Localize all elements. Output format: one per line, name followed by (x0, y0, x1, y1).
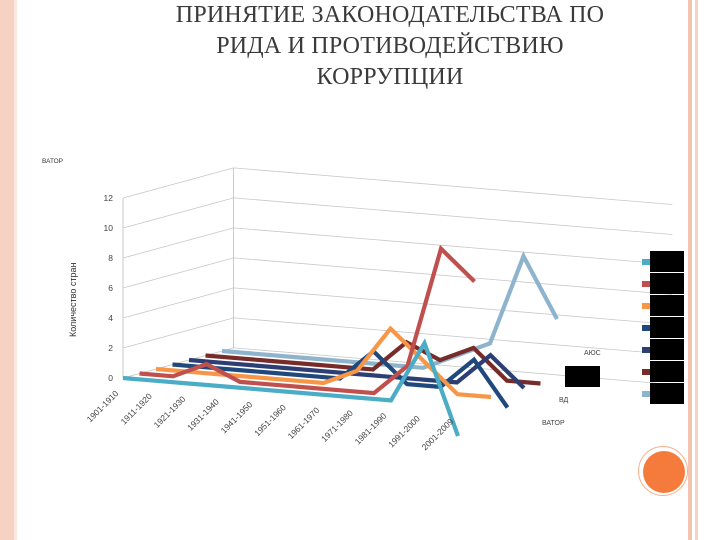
depth-axis-label: ВД (559, 397, 569, 404)
slide-frame-right (688, 0, 692, 540)
legend-label-redacted (650, 361, 684, 382)
y-axis-ticks: 0 2 4 6 8 10 12 (104, 193, 114, 383)
decorative-circle-ring (638, 446, 688, 496)
x-tick-label: 1921-1930 (152, 394, 188, 430)
y-tick-label: 8 (108, 253, 113, 263)
legend-label-redacted (650, 295, 684, 316)
legend-swatch (642, 325, 651, 331)
slide-title-line-3: КОРРУПЦИИ (316, 64, 464, 90)
grid-line (122, 257, 673, 295)
y-tick-label: 6 (108, 283, 113, 293)
y-tick-label: 0 (108, 373, 113, 383)
legend-swatch (642, 281, 651, 287)
y-tick-label: 2 (108, 343, 113, 353)
series-line (139, 244, 476, 396)
slide-frame-left-inner (14, 0, 17, 540)
x-tick-label: 2001-2009 (420, 416, 456, 452)
x-tick-label: 1941-1950 (219, 399, 255, 435)
y-tick-label: 12 (104, 193, 114, 203)
legend-label-redacted (650, 383, 684, 404)
x-axis-ticks: 1901-19101911-19201921-19301931-19401941… (85, 388, 456, 452)
legend-swatch (642, 391, 651, 397)
x-tick-label: 1981-1990 (353, 411, 389, 447)
x-tick-label: 1901-1910 (85, 388, 121, 424)
chart-corner-label: ВАТОР (42, 158, 63, 165)
slide-title: ПРИНЯТИЕ ЗАКОНОДАТЕЛЬСТВА ПО РИДА И ПРОТ… (110, 0, 670, 93)
legend-label-redacted (650, 251, 684, 272)
series-line (188, 352, 526, 390)
chart-legend (565, 251, 684, 404)
x-tick-label: 1971-1980 (319, 408, 355, 444)
redaction-box (565, 366, 600, 387)
decorative-orange-circle (643, 451, 685, 493)
series-lines (122, 244, 559, 437)
slide-frame-right-inner (695, 0, 698, 540)
grid-line (122, 287, 673, 325)
slide-title-line-1: ПРИНЯТИЕ ЗАКОНОДАТЕЛЬСТВА ПО (175, 2, 605, 28)
x-tick-label: 1951-1960 (252, 402, 288, 438)
slide-frame-left (0, 0, 14, 540)
y-tick-label: 10 (104, 223, 114, 233)
depth-axis-label: ВАТОР (542, 420, 565, 427)
legend-swatch (642, 259, 651, 265)
x-tick-label: 1961-1970 (286, 405, 322, 441)
legend-label-redacted (650, 339, 684, 360)
legend-swatch (642, 369, 651, 375)
grid-line (122, 197, 673, 235)
y-tick-label: 4 (108, 313, 113, 323)
x-tick-label: 1911-1920 (119, 391, 155, 427)
y-axis-label: Количество стран (68, 263, 78, 337)
depth-axis-labels: АЮС ВД ВАТОР (542, 350, 601, 427)
x-tick-label: 1931-1940 (185, 397, 221, 433)
legend-swatch (642, 347, 651, 353)
series-line (122, 338, 460, 437)
legend-swatch (642, 303, 651, 309)
legend-label-redacted (650, 317, 684, 338)
grid-line (122, 227, 673, 265)
depth-axis-label: АЮС (584, 350, 601, 357)
chart-grid (122, 167, 673, 385)
slide-title-line-2: РИДА И ПРОТИВОДЕЙСТВИЮ (216, 33, 564, 59)
x-tick-label: 1991-2000 (386, 413, 422, 449)
legend-label-redacted (650, 273, 684, 294)
grid-line (122, 167, 673, 205)
